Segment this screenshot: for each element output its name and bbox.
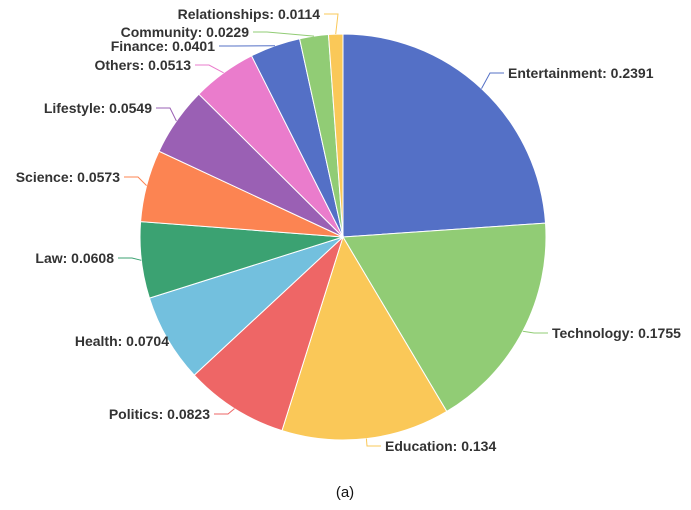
- slice-label-finance: Finance: 0.0401: [111, 38, 215, 54]
- leader-line-relationships: [324, 13, 339, 35]
- slice-label-law: Law: 0.0608: [35, 250, 114, 266]
- slice-label-education: Education: 0.134: [385, 438, 496, 454]
- slice-label-health: Health: 0.0704: [75, 333, 169, 349]
- slice-labels: Entertainment: 0.2391 Technology: 0.1755 E…: [16, 6, 681, 454]
- leader-line-others: [195, 64, 224, 74]
- slice-label-technology: Technology: 0.1755: [552, 325, 681, 341]
- leader-line-lifestyle: [156, 107, 177, 122]
- pie-slice-education: [281, 235, 448, 441]
- leader-line-politics: [214, 408, 235, 415]
- slice-label-relationships: Relationships: 0.0114: [178, 6, 321, 22]
- pie-slice-politics: [193, 235, 345, 432]
- slice-label-entertainment: Entertainment: 0.2391: [508, 65, 654, 81]
- slice-label-lifestyle: Lifestyle: 0.0549: [44, 100, 152, 116]
- leader-line-entertainment: [481, 72, 504, 89]
- slice-label-community: Community: 0.0229: [121, 24, 250, 40]
- slice-label-others: Others: 0.0513: [95, 57, 192, 73]
- slice-label-politics: Politics: 0.0823: [109, 406, 210, 422]
- label-leader-lines: [118, 13, 548, 447]
- figure-caption: (a): [336, 484, 354, 501]
- leader-line-health: [167, 338, 188, 342]
- leader-line-education: [365, 438, 381, 447]
- slice-label-science: Science: 0.0573: [16, 169, 121, 185]
- pie-slices: [139, 33, 547, 441]
- leader-line-community: [253, 31, 315, 37]
- pie-slice-entertainment: [342, 33, 547, 238]
- leader-line-technology: [522, 330, 548, 334]
- pie-slice-technology: [342, 222, 547, 413]
- pie-slice-relationships: [327, 33, 344, 238]
- leader-line-law: [118, 257, 142, 261]
- leader-line-science: [124, 176, 147, 186]
